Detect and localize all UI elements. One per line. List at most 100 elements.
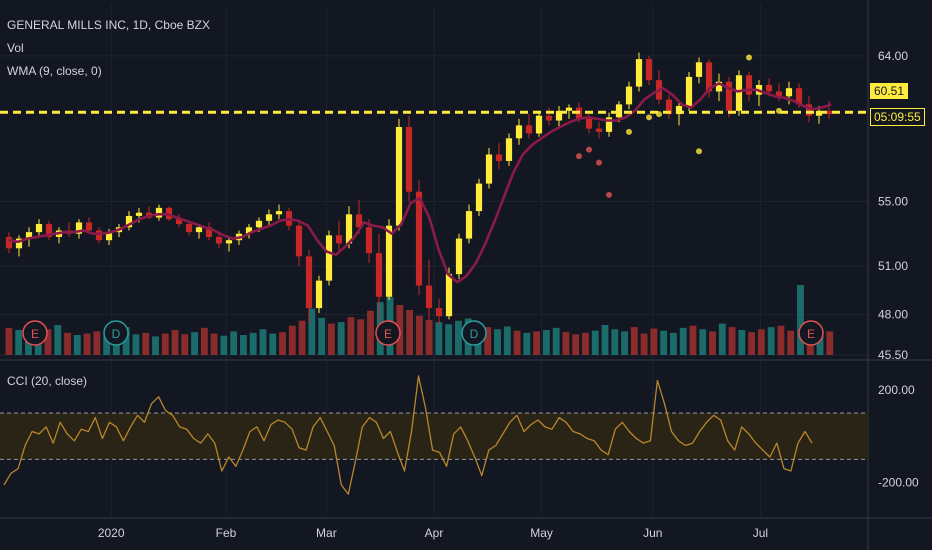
- volume-bar: [83, 333, 91, 355]
- candle-body: [35, 224, 43, 233]
- candle-body: [345, 214, 353, 244]
- volume-bar: [142, 332, 150, 355]
- candle-body: [485, 154, 493, 184]
- volume-bar: [5, 327, 13, 355]
- volume-bar: [689, 325, 697, 355]
- event-marker-label: E: [384, 327, 392, 341]
- swing-marker: [596, 159, 602, 166]
- time-axis-tick-label: Apr: [425, 526, 444, 540]
- volume-bar: [308, 308, 316, 355]
- wma-indicator-label[interactable]: WMA (9, close, 0): [7, 64, 102, 78]
- volume-bar: [640, 333, 648, 355]
- volume-bar: [269, 333, 277, 355]
- candle-body: [105, 232, 113, 241]
- candle-body: [455, 238, 463, 275]
- candle-body: [335, 235, 343, 244]
- candle-body: [305, 256, 313, 309]
- time-axis-tick-label: 2020: [98, 526, 125, 540]
- volume-bar: [259, 329, 267, 355]
- volume-bar: [367, 310, 374, 355]
- candle-body: [175, 219, 183, 225]
- candle-body: [295, 225, 303, 257]
- volume-bar: [161, 333, 169, 355]
- volume-bar: [679, 327, 687, 355]
- swing-marker: [586, 146, 592, 153]
- swing-marker: [606, 191, 612, 198]
- volume-bar: [777, 325, 785, 355]
- volume-bar: [484, 327, 492, 355]
- candle-body: [45, 224, 53, 237]
- candle-body: [465, 211, 473, 239]
- swing-marker: [576, 153, 582, 160]
- candle-body: [245, 227, 253, 234]
- event-marker-ring: [22, 320, 48, 346]
- candle-body: [325, 235, 333, 281]
- candle-body: [225, 240, 233, 244]
- candle-body: [215, 236, 223, 244]
- candle-body: [375, 253, 383, 297]
- candle-body: [595, 128, 603, 132]
- candle-body: [185, 224, 193, 233]
- volume-bar: [327, 323, 335, 355]
- candle-body: [265, 214, 273, 221]
- volume-indicator-label[interactable]: Vol: [7, 41, 24, 55]
- volume-bar: [533, 331, 541, 355]
- candle-body: [565, 107, 573, 111]
- swing-marker: [646, 114, 652, 121]
- volume-bar: [171, 330, 179, 355]
- earnings-event-marker: E: [375, 320, 401, 346]
- dividend-event-marker: D: [103, 320, 129, 346]
- volume-bar: [425, 320, 433, 355]
- dividend-event-marker: D: [461, 320, 487, 346]
- candle-body: [735, 75, 743, 111]
- volume-bar: [210, 333, 218, 355]
- volume-bar: [601, 325, 609, 355]
- candle-body: [635, 59, 643, 87]
- volume-bar: [455, 320, 462, 355]
- candle-body: [435, 308, 443, 317]
- volume-bar: [318, 317, 326, 355]
- candle-body: [705, 62, 713, 92]
- volume-bar: [797, 285, 804, 355]
- volume-bar: [611, 329, 619, 355]
- volume-bar: [132, 334, 140, 355]
- volume-bar: [757, 329, 765, 355]
- volume-bar: [152, 336, 159, 355]
- candle-body: [625, 86, 633, 105]
- current-price-tag: 60.51: [870, 83, 909, 99]
- candle-body: [765, 84, 773, 92]
- candle-body: [85, 222, 93, 231]
- symbol-title[interactable]: GENERAL MILLS INC, 1D, Cboe BZX: [7, 18, 210, 32]
- candle-body: [665, 99, 673, 115]
- cci-indicator-label[interactable]: CCI (20, close): [7, 374, 88, 388]
- cci-axis-tick-label: 200.00: [878, 383, 915, 397]
- candle-body: [75, 222, 83, 234]
- volume-bar: [552, 327, 560, 355]
- volume-bar: [415, 315, 423, 355]
- volume-bar: [279, 332, 286, 355]
- swing-marker: [696, 148, 702, 155]
- candle-body: [825, 110, 833, 115]
- candle-body: [695, 62, 703, 77]
- candle-body: [365, 227, 373, 254]
- candle-body: [785, 88, 793, 97]
- candle-body: [475, 183, 483, 212]
- volume-bar: [660, 330, 668, 355]
- candle-body: [795, 88, 803, 105]
- time-axis-tick-label: Jul: [753, 526, 768, 540]
- price-axis-tick-label: 48.00: [878, 308, 908, 322]
- volume-bar: [728, 327, 736, 355]
- candle-body: [195, 227, 203, 233]
- volume-bar: [621, 331, 628, 355]
- volume-bar: [181, 334, 189, 355]
- candle-body: [205, 227, 213, 237]
- earnings-event-marker: E: [798, 320, 824, 346]
- event-marker-ring: [798, 320, 824, 346]
- volume-bar: [357, 319, 365, 355]
- candle-body: [155, 207, 163, 218]
- volume-bar: [523, 332, 531, 355]
- candle-body: [255, 220, 263, 228]
- event-marker-ring: [103, 320, 129, 346]
- volume-bar: [44, 329, 52, 355]
